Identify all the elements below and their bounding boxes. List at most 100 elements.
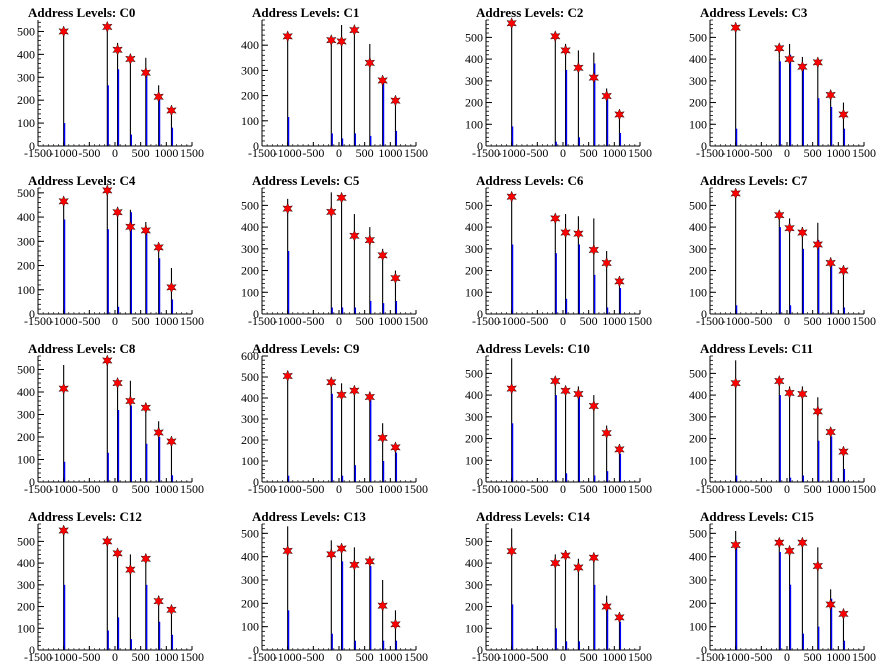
peak-star-marker (282, 30, 293, 43)
chart-svg: Address Levels: C80100200300400500-1500-… (17, 341, 204, 496)
peak-star-marker (166, 603, 177, 616)
x-tick-label: 0 (336, 482, 342, 496)
chart-svg: Address Levels: C20100200300400500-1500-… (465, 5, 652, 160)
x-tick-label: -1500 (696, 146, 724, 160)
x-tick-label: 1000 (826, 650, 850, 664)
y-tick-label: 0 (29, 139, 35, 153)
y-tick-label: 400 (689, 220, 707, 234)
x-tick-label: -500 (78, 314, 100, 328)
x-tick-label: 0 (784, 482, 790, 496)
x-tick-label: 0 (560, 650, 566, 664)
peak-star-marker (560, 549, 571, 562)
y-tick-label: 500 (241, 370, 259, 384)
chart-svg: Address Levels: C50100200300400500-1500-… (241, 173, 428, 328)
x-tick-label: 1000 (154, 146, 178, 160)
x-tick-label: -500 (78, 146, 100, 160)
x-tick-label: 1000 (378, 482, 402, 496)
y-tick-label: 500 (465, 30, 483, 44)
x-tick-label: 1500 (180, 482, 204, 496)
peak-star-marker (153, 90, 164, 103)
peak-star-marker (825, 256, 836, 269)
y-tick-label: 300 (241, 573, 259, 587)
y-tick-label: 0 (253, 139, 259, 153)
x-tick-label: 500 (132, 650, 150, 664)
y-tick-label: 500 (465, 534, 483, 548)
x-tick-label: 0 (784, 146, 790, 160)
peak-star-marker (730, 21, 741, 34)
chart-title: Address Levels: C11 (700, 341, 813, 356)
y-tick-label: 400 (465, 220, 483, 234)
y-tick-label: 100 (465, 453, 483, 467)
y-tick-label: 300 (465, 74, 483, 88)
y-tick-label: 100 (689, 453, 707, 467)
y-tick-label: 0 (701, 307, 707, 321)
x-tick-label: 1500 (628, 314, 652, 328)
y-tick-label: 300 (689, 242, 707, 256)
x-tick-label: -1000 (50, 146, 78, 160)
x-tick-label: -500 (750, 146, 772, 160)
y-tick-label: 400 (241, 220, 259, 234)
peak-star-marker (58, 25, 69, 38)
peak-star-marker (364, 555, 376, 568)
peak-star-marker (58, 524, 69, 537)
peak-star-marker (825, 425, 836, 439)
x-tick-label: 500 (356, 314, 374, 328)
x-tick-label: -500 (78, 482, 100, 496)
x-tick-label: -1500 (696, 650, 724, 664)
peak-star-marker (125, 52, 136, 65)
x-tick-label: 0 (112, 146, 118, 160)
y-tick-label: 300 (17, 70, 35, 84)
x-tick-label: -1500 (696, 482, 724, 496)
peak-star-marker (377, 599, 388, 612)
chart-panel: Address Levels: C15 0 100 200 300 400 500 -1500… (672, 504, 896, 672)
x-tick-label: 0 (112, 650, 118, 664)
y-tick-label: 100 (17, 116, 35, 130)
peak-star-marker (784, 544, 795, 557)
y-tick-label: 0 (253, 643, 259, 657)
x-tick-label: -500 (750, 482, 772, 496)
chart-title: Address Levels: C5 (252, 173, 360, 188)
x-tick-label: 500 (580, 146, 598, 160)
x-tick-label: 500 (580, 482, 598, 496)
x-tick-label: -500 (78, 650, 100, 664)
y-tick-label: 500 (689, 366, 707, 380)
x-tick-label: 500 (804, 482, 822, 496)
peak-star-marker (560, 384, 571, 397)
y-tick-label: 300 (689, 410, 707, 424)
y-tick-label: 500 (465, 198, 483, 212)
chart-title: Address Levels: C4 (28, 173, 136, 188)
peak-star-marker (838, 264, 849, 277)
x-tick-label: 500 (132, 314, 150, 328)
peak-star-marker (601, 600, 612, 613)
x-tick-label: 500 (132, 146, 150, 160)
y-tick-label: 400 (241, 391, 259, 405)
x-tick-label: 1000 (154, 482, 178, 496)
x-tick-label: -1000 (722, 482, 750, 496)
peak-star-marker (588, 551, 600, 564)
chart-panel: Address Levels: C7 0 100 200 300 400 500 -1500-… (672, 168, 896, 336)
y-tick-label: 100 (241, 285, 259, 299)
y-tick-label: 500 (17, 534, 35, 548)
x-tick-label: -1000 (498, 482, 526, 496)
peak-star-marker (336, 35, 347, 48)
chart-title: Address Levels: C8 (28, 341, 136, 356)
x-tick-label: 500 (356, 146, 374, 160)
peak-star-marker (153, 595, 164, 608)
chart-panel: Address Levels: C3 0 100 200 300 400 500 -1500-… (672, 0, 896, 168)
peak-star-marker (550, 557, 561, 570)
chart-title: Address Levels: C10 (476, 341, 590, 356)
y-tick-label: 300 (465, 578, 483, 592)
peak-star-marker (838, 607, 849, 620)
peak-star-marker (774, 536, 785, 549)
peak-star-marker (140, 224, 152, 237)
peak-star-marker (349, 229, 360, 242)
y-tick-label: 100 (17, 453, 35, 467)
peak-star-marker (390, 441, 401, 454)
y-tick-label: 300 (241, 63, 259, 77)
x-tick-label: -1500 (248, 650, 276, 664)
peak-star-marker (112, 547, 123, 560)
chart-panel: Address Levels: C4 0 100 200 300 400 500 -1500-… (0, 168, 224, 336)
peak-star-marker (112, 43, 123, 56)
x-tick-label: -500 (302, 650, 324, 664)
